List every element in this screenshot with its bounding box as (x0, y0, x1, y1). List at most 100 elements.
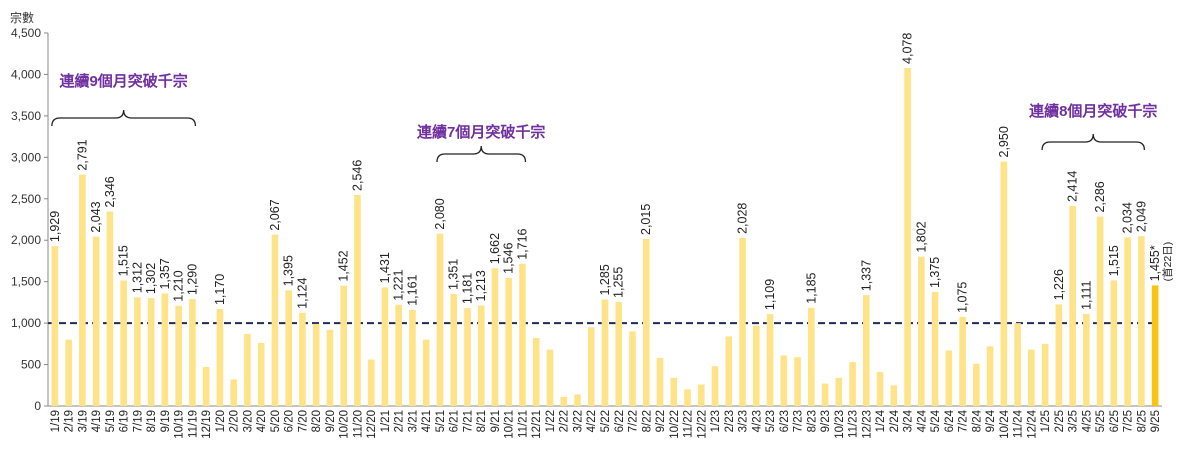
data-label: 1,312 (130, 262, 144, 293)
data-label: 1,109 (763, 279, 777, 310)
data-label: 2,346 (103, 176, 117, 207)
data-label: 1,375 (928, 257, 942, 288)
bar-5-23 (766, 314, 774, 406)
bar-5-25 (1096, 216, 1104, 406)
x-tick-label: 1/23 (710, 410, 722, 432)
bar-8-21 (477, 305, 485, 406)
annotation-brace (51, 109, 197, 127)
x-tick-labels-group: 1/19 2/19 3/19 4/19 5/19 6/19 7/19 8/19 9/19 10/1… (50, 409, 1162, 438)
x-tick-label: 3/21 (407, 410, 419, 432)
x-tick-label: 7/24 (958, 409, 970, 432)
bar-12-19 (202, 367, 210, 406)
y-tick-label: 3,000 (11, 150, 41, 164)
data-label: 1,124 (295, 278, 309, 309)
x-tick-label: 10/20 (339, 410, 351, 439)
data-label: 1,515 (1107, 245, 1121, 276)
x-tick-label: 5/25 (1095, 410, 1107, 432)
data-label: 1,111 (1079, 280, 1093, 309)
bar-4-21 (422, 339, 430, 406)
x-tick-label: 8/20 (311, 410, 323, 432)
bar-5-21 (436, 233, 444, 406)
bar-1-20 (216, 309, 224, 406)
bar-4-19 (92, 236, 100, 406)
bar-7-22 (629, 331, 636, 406)
data-label: 2,546 (350, 160, 364, 191)
x-tick-label: 6/20 (284, 410, 296, 432)
x-tick-label: 8/21 (476, 410, 488, 432)
x-tick-label: 8/22 (641, 410, 653, 432)
x-tick-label: 7/19 (132, 410, 144, 432)
bar-5-24 (931, 292, 939, 406)
bar-1-24 (876, 372, 884, 406)
bar-7-24 (959, 316, 966, 406)
x-tick-label: 3/19 (77, 410, 89, 432)
x-tick-label: 4/19 (91, 410, 103, 432)
x-tick-label: 8/25 (1136, 410, 1148, 432)
x-tick-label: 3/24 (903, 409, 915, 432)
bar-2-21 (395, 304, 402, 406)
x-tick-label: 6/19 (119, 410, 131, 432)
bar-5-19 (106, 211, 114, 406)
x-tick-label: 10/23 (834, 410, 846, 439)
x-tick-label: 3/22 (572, 410, 584, 432)
x-tick-label: 2/22 (559, 410, 571, 432)
bar-9-25 (1151, 285, 1159, 406)
data-label: 1,221 (392, 269, 406, 300)
x-tick-label: 11/19 (187, 410, 199, 438)
data-label: 1,662 (488, 233, 502, 264)
x-tick-label: 7/20 (297, 410, 309, 432)
bar-12-21 (532, 338, 540, 406)
data-label: 4,078 (901, 33, 915, 64)
x-tick-label: 9/21 (490, 410, 502, 432)
bar-9-19 (161, 293, 169, 406)
x-tick-label: 12/19 (201, 410, 213, 439)
x-tick-label: 3/23 (738, 410, 750, 432)
bar-4-24 (918, 256, 925, 406)
data-label: 1,395 (282, 255, 296, 286)
data-label: 1,546 (502, 243, 516, 274)
x-tick-label: 2/21 (394, 410, 406, 432)
data-label: 2,043 (89, 201, 103, 232)
data-label: 2,080 (433, 198, 447, 229)
x-tick-label: 10/22 (669, 410, 681, 439)
x-tick-label: 11/20 (352, 410, 364, 438)
x-tick-label: 3/25 (1068, 410, 1080, 432)
x-tick-label: 7/23 (793, 410, 805, 432)
x-tick-label: 12/21 (531, 410, 543, 439)
data-label: 1,452 (337, 250, 351, 281)
bar-12-20 (367, 359, 375, 406)
bar-7-20 (299, 312, 306, 406)
bar-10-19 (175, 305, 182, 406)
bar-9-24 (986, 346, 994, 406)
data-label: 1,226 (1052, 269, 1066, 300)
bar-1-22 (546, 349, 554, 406)
x-tick-label: 5/22 (600, 410, 612, 432)
data-label: 1,716 (515, 228, 529, 259)
bar-1-25 (1041, 343, 1049, 406)
bar-4-23 (752, 325, 760, 406)
bar-7-19 (134, 297, 141, 406)
x-tick-label: 10/21 (504, 410, 516, 439)
bar-6-22 (615, 301, 623, 406)
x-tick-label: 12/22 (696, 410, 708, 439)
x-tick-label: 9/24 (985, 409, 997, 432)
data-label: 2,049 (1134, 201, 1148, 232)
x-tick-label: 4/23 (751, 410, 763, 432)
bar-7-25 (1124, 237, 1131, 406)
bar-10-24 (1000, 161, 1008, 406)
bar-7-23 (794, 357, 801, 406)
data-label: 1,255 (612, 267, 626, 298)
x-tick-label: 2/25 (1054, 410, 1066, 432)
bar-11-21 (519, 263, 526, 406)
x-tick-label: 6/23 (779, 410, 791, 432)
bar-8-24 (973, 363, 980, 406)
annotation-text: 連續8個月突破千宗 (1029, 102, 1157, 120)
bar-10-23 (835, 377, 843, 406)
y-tick-label: 1,000 (11, 316, 41, 330)
data-label: 1,351 (447, 259, 461, 290)
data-label: 1,929 (48, 211, 62, 242)
x-tick-label: 11/24 (1013, 409, 1025, 438)
bar-11-22 (684, 389, 691, 406)
